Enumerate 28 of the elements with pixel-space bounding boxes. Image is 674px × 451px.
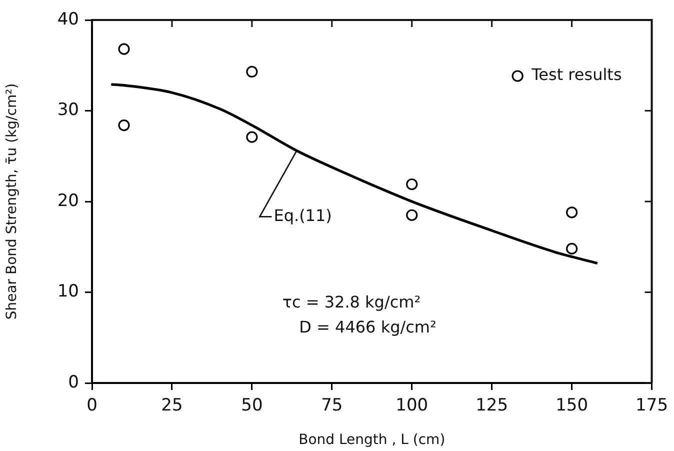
legend-label: Test results [530, 65, 622, 84]
y-tick-label: 20 [57, 190, 79, 211]
x-tick-label: 100 [396, 396, 428, 416]
x-tick-label: 150 [556, 396, 588, 416]
line-series [110, 83, 599, 265]
x-tick-label: 50 [241, 396, 263, 416]
annotation: D = 4466 kg/cm² [299, 318, 436, 337]
x-tick-label: 0 [86, 396, 98, 416]
point [246, 131, 258, 143]
annotation: Eq.(11) [274, 206, 332, 225]
y-tick-label: 0 [68, 372, 79, 392]
y-tick-label: 40 [57, 9, 79, 30]
y-tick-label: 10 [57, 282, 79, 302]
point [118, 119, 130, 132]
x-tick-label: 75 [321, 396, 343, 416]
y-tick-label: 30 [57, 100, 79, 120]
y-axis-title: Shear Bond Strength, τ̄u (kg/cm²) [4, 83, 20, 320]
x-tick-label: 25 [161, 396, 183, 416]
x-tick-label: 175 [636, 396, 668, 416]
point [566, 206, 578, 218]
point [566, 242, 578, 254]
point [406, 209, 418, 221]
point [246, 66, 258, 78]
point [406, 178, 418, 190]
x-axis-title: Bond Length , L (cm) [298, 432, 446, 448]
point [118, 43, 130, 55]
x-tick-label: 125 [476, 396, 508, 416]
annotation: τc = 32.8 kg/cm² [282, 292, 421, 312]
